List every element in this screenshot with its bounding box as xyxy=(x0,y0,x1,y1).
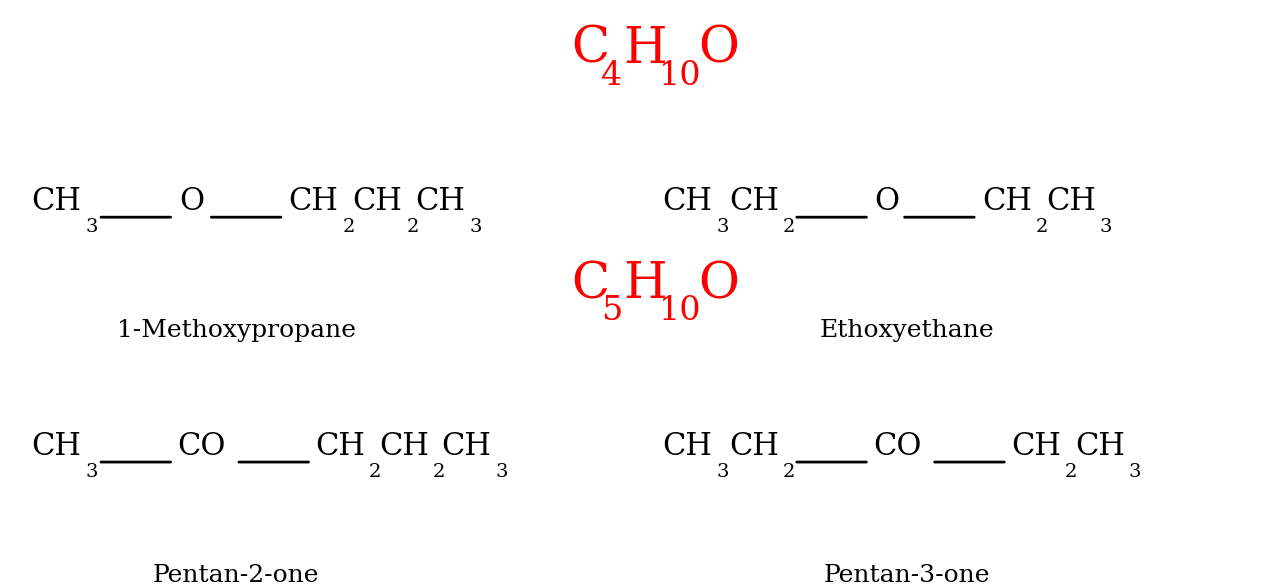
Text: O: O xyxy=(875,186,900,217)
Text: CH: CH xyxy=(379,431,429,462)
Text: 2: 2 xyxy=(433,463,445,481)
Text: 3: 3 xyxy=(86,218,98,236)
Text: 2: 2 xyxy=(406,218,419,236)
Text: CH: CH xyxy=(352,186,403,217)
Text: CH: CH xyxy=(663,186,712,217)
Text: CH: CH xyxy=(32,431,82,462)
Text: CH: CH xyxy=(1011,431,1061,462)
Text: Pentan-3-one: Pentan-3-one xyxy=(824,564,991,584)
Text: 3: 3 xyxy=(717,463,728,481)
Text: 1-Methoxypropane: 1-Methoxypropane xyxy=(116,319,356,342)
Text: CH: CH xyxy=(32,186,82,217)
Text: Pentan-2-one: Pentan-2-one xyxy=(153,564,319,584)
Text: CH: CH xyxy=(316,431,365,462)
Text: CO: CO xyxy=(177,431,226,462)
Text: 2: 2 xyxy=(782,218,795,236)
Text: 3: 3 xyxy=(1128,463,1141,481)
Text: O: O xyxy=(699,25,740,74)
Text: 3: 3 xyxy=(717,218,728,236)
Text: 10: 10 xyxy=(659,295,702,327)
Text: 10: 10 xyxy=(659,60,702,92)
Text: CH: CH xyxy=(442,431,492,462)
Text: O: O xyxy=(699,259,740,309)
Text: 5: 5 xyxy=(601,295,622,327)
Text: CH: CH xyxy=(663,431,712,462)
Text: Ethoxyethane: Ethoxyethane xyxy=(819,319,994,342)
Text: 3: 3 xyxy=(86,463,98,481)
Text: 2: 2 xyxy=(1065,463,1078,481)
Text: 2: 2 xyxy=(1036,218,1049,236)
Text: 2: 2 xyxy=(343,218,355,236)
Text: CH: CH xyxy=(1046,186,1095,217)
Text: H: H xyxy=(623,259,668,309)
Text: C: C xyxy=(570,25,610,74)
Text: 3: 3 xyxy=(469,218,482,236)
Text: H: H xyxy=(623,25,668,74)
Text: 2: 2 xyxy=(782,463,795,481)
Text: 4: 4 xyxy=(601,60,622,92)
Text: CH: CH xyxy=(728,186,779,217)
Text: 2: 2 xyxy=(369,463,381,481)
Text: O: O xyxy=(179,186,204,217)
Text: CO: CO xyxy=(873,431,921,462)
Text: CH: CH xyxy=(728,431,779,462)
Text: CH: CH xyxy=(1075,431,1124,462)
Text: C: C xyxy=(570,259,610,309)
Text: 3: 3 xyxy=(1100,218,1112,236)
Text: CH: CH xyxy=(415,186,466,217)
Text: CH: CH xyxy=(982,186,1032,217)
Text: 3: 3 xyxy=(496,463,509,481)
Text: CH: CH xyxy=(289,186,338,217)
